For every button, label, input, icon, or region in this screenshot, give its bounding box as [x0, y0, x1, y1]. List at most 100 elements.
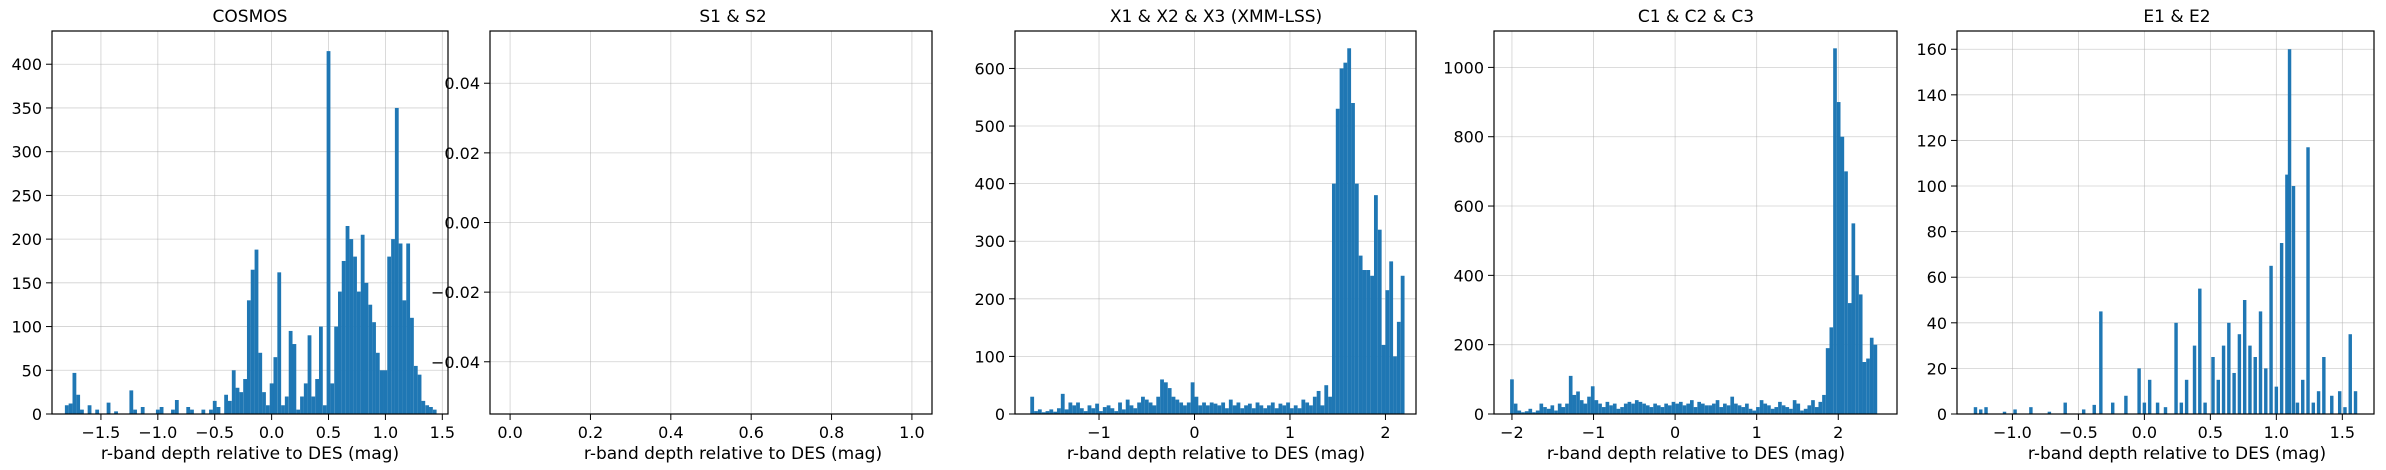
- histogram-bar: [1708, 405, 1713, 414]
- x-tick-label: 0.5: [316, 423, 341, 442]
- histogram-bar: [429, 407, 433, 414]
- histogram-bar: [1587, 396, 1591, 414]
- histogram-bar: [1370, 275, 1374, 414]
- histogram-bar: [1627, 401, 1632, 414]
- histogram-bar: [1045, 411, 1050, 414]
- histogram-bar: [262, 392, 266, 414]
- histogram-bar: [1598, 403, 1602, 414]
- panel-title: S1 & S2: [699, 7, 766, 27]
- y-tick-label: −0.04: [431, 353, 480, 372]
- histogram-bar: [1785, 407, 1790, 414]
- plot-frame: [1956, 30, 2375, 415]
- histogram-bar: [1385, 290, 1390, 414]
- histogram-bar: [2242, 300, 2247, 414]
- histogram-bar: [2306, 147, 2310, 414]
- histogram-bar: [1148, 402, 1153, 414]
- x-tick-label: 0.0: [2132, 423, 2157, 442]
- histogram-bar: [353, 256, 357, 414]
- histogram-bar: [1825, 348, 1830, 414]
- histogram-bar: [1767, 405, 1771, 414]
- histogram-bar: [1579, 400, 1584, 414]
- histogram-bar: [1236, 402, 1241, 414]
- histogram-bar: [1796, 403, 1801, 414]
- histogram-bar: [1855, 275, 1859, 414]
- histogram-bar: [356, 291, 361, 414]
- histogram-bar: [364, 282, 369, 414]
- plot-frame: [1493, 30, 1898, 415]
- histogram-bar: [1763, 403, 1768, 414]
- y-tick-label: 200: [11, 230, 42, 249]
- histogram-bar: [2211, 357, 2215, 414]
- y-tick-label: 1000: [1443, 58, 1484, 77]
- histogram-bar: [1623, 403, 1628, 414]
- plot-frame: [51, 30, 449, 415]
- histogram-bar: [2311, 402, 2316, 414]
- histogram-bar: [1194, 396, 1199, 414]
- histogram-bar: [1631, 403, 1635, 414]
- histogram-bar: [2099, 311, 2103, 414]
- histogram-bar: [1293, 405, 1298, 414]
- histogram-bar: [1814, 407, 1819, 414]
- histogram-bar: [1247, 403, 1252, 414]
- histogram-bar: [1554, 410, 1558, 414]
- histogram-bar: [300, 396, 304, 414]
- histogram-bar: [394, 107, 399, 414]
- histogram-bar: [345, 225, 350, 414]
- histogram-bar: [1807, 405, 1812, 414]
- x-tick-label: 0.5: [2198, 423, 2223, 442]
- x-tick-label: −1.0: [1993, 423, 2032, 442]
- histogram-bar: [76, 394, 81, 414]
- histogram-bar: [1060, 393, 1065, 414]
- histogram-bar: [2092, 404, 2096, 414]
- x-tick-label: −1: [1087, 423, 1111, 442]
- histogram-bar: [1774, 407, 1779, 414]
- histogram-bar: [1087, 405, 1092, 414]
- histogram-bar: [2269, 265, 2273, 414]
- histogram-bar: [330, 383, 335, 414]
- y-tick-label: 0: [1474, 405, 1484, 424]
- histogram-bar: [95, 409, 100, 414]
- histogram-bar: [1255, 402, 1260, 414]
- histogram-bar: [2124, 395, 2128, 414]
- histogram-bar: [1675, 403, 1679, 414]
- histogram-bar: [372, 322, 376, 414]
- histogram-bar: [1305, 402, 1310, 414]
- histogram-bar: [1152, 405, 1157, 414]
- y-tick-label: 250: [11, 186, 42, 205]
- y-tick-label: 500: [974, 117, 1005, 136]
- histogram-bar: [2203, 402, 2207, 414]
- histogram-bar: [1612, 403, 1617, 414]
- histogram-bar: [1539, 403, 1544, 414]
- x-axis-label: r-band depth relative to DES (mag): [584, 444, 882, 464]
- histogram-bar: [1748, 408, 1753, 414]
- histogram-bar: [171, 409, 175, 414]
- histogram-bar: [1565, 403, 1569, 414]
- panel-cosmos: COSMOS −1.5 −1.0 −0.5 0.0 0.5 1.0 1.5 0 50 100 150…: [11, 7, 455, 464]
- histogram-bar: [68, 403, 73, 414]
- x-tick-label: −1.5: [82, 423, 121, 442]
- histogram-bar: [1183, 405, 1187, 414]
- histogram-bar: [1244, 405, 1248, 414]
- histogram-bar: [2081, 409, 2086, 414]
- histogram-bar: [375, 352, 380, 414]
- x-axis-label: r-band depth relative to DES (mag): [2028, 444, 2326, 464]
- histogram-bar: [288, 330, 293, 414]
- x-tick-label: −2: [1500, 423, 1524, 442]
- histogram-bar: [1072, 405, 1077, 414]
- histogram-bar: [216, 407, 221, 414]
- histogram-bar: [1396, 321, 1401, 414]
- histogram-bar: [1726, 405, 1731, 414]
- histogram-bar: [1079, 408, 1084, 414]
- histogram-bar: [1572, 394, 1577, 414]
- histogram-bar: [1110, 408, 1115, 414]
- histogram-bar: [1251, 408, 1256, 414]
- histogram-bar: [1030, 396, 1035, 414]
- x-tick-label: 2: [1833, 423, 1843, 442]
- y-tick-label: 40: [1927, 314, 1947, 333]
- histogram-bar: [2155, 402, 2160, 414]
- histogram-bar: [1083, 411, 1088, 414]
- histogram-bar: [1309, 405, 1313, 414]
- histogram-bar: [307, 335, 312, 414]
- y-tick-label: −0.02: [431, 283, 480, 302]
